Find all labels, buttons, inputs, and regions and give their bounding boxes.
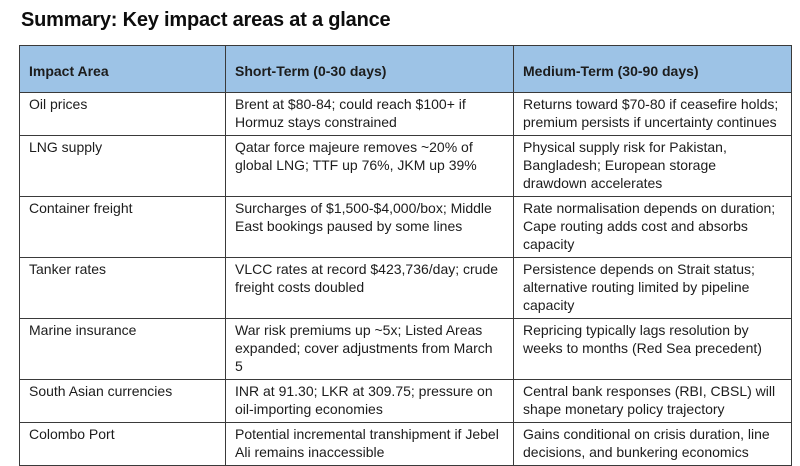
table-row: Tanker rates VLCC rates at record $423,7… — [19, 257, 792, 319]
short-term-cell: VLCC rates at record $423,736/day; crude… — [225, 257, 514, 319]
table-row: Container freight Surcharges of $1,500-$… — [19, 196, 792, 258]
medium-term-cell: Repricing typically lags resolution by w… — [513, 318, 792, 380]
medium-term-cell: Returns toward $70-80 if ceasefire holds… — [513, 92, 792, 136]
short-term-cell: Qatar force majeure removes ~20% of glob… — [225, 135, 514, 197]
impact-area-cell: Marine insurance — [19, 318, 226, 380]
medium-term-cell: Persistence depends on Strait status; al… — [513, 257, 792, 319]
short-term-cell: War risk premiums up ~5x; Listed Areas e… — [225, 318, 514, 380]
impact-area-cell: Container freight — [19, 196, 226, 258]
table-header-row: Impact Area Short-Term (0-30 days) Mediu… — [19, 45, 792, 93]
medium-term-cell: Physical supply risk for Pakistan, Bangl… — [513, 135, 792, 197]
short-term-cell: Brent at $80-84; could reach $100+ if Ho… — [225, 92, 514, 136]
impact-area-cell: Oil prices — [19, 92, 226, 136]
impact-area-cell: LNG supply — [19, 135, 226, 197]
table-row: LNG supply Qatar force majeure removes ~… — [19, 135, 792, 197]
medium-term-cell: Rate normalisation depends on duration; … — [513, 196, 792, 258]
short-term-cell: INR at 91.30; LKR at 309.75; pressure on… — [225, 379, 514, 423]
impact-summary-table: Impact Area Short-Term (0-30 days) Mediu… — [19, 45, 792, 466]
table-row: Marine insurance War risk premiums up ~5… — [19, 318, 792, 380]
short-term-cell: Surcharges of $1,500-$4,000/box; Middle … — [225, 196, 514, 258]
impact-area-cell: South Asian currencies — [19, 379, 226, 423]
impact-area-cell: Colombo Port — [19, 422, 226, 466]
table-row: Oil prices Brent at $80-84; could reach … — [19, 92, 792, 136]
page-title: Summary: Key impact areas at a glance — [21, 9, 391, 31]
short-term-cell: Potential incremental transhipment if Je… — [225, 422, 514, 466]
column-header-impact-area: Impact Area — [19, 45, 226, 93]
medium-term-cell: Gains conditional on crisis duration, li… — [513, 422, 792, 466]
column-header-medium-term: Medium-Term (30-90 days) — [513, 45, 792, 93]
table-row: South Asian currencies INR at 91.30; LKR… — [19, 379, 792, 423]
table-row: Colombo Port Potential incremental trans… — [19, 422, 792, 466]
column-header-short-term: Short-Term (0-30 days) — [225, 45, 514, 93]
medium-term-cell: Central bank responses (RBI, CBSL) will … — [513, 379, 792, 423]
impact-area-cell: Tanker rates — [19, 257, 226, 319]
